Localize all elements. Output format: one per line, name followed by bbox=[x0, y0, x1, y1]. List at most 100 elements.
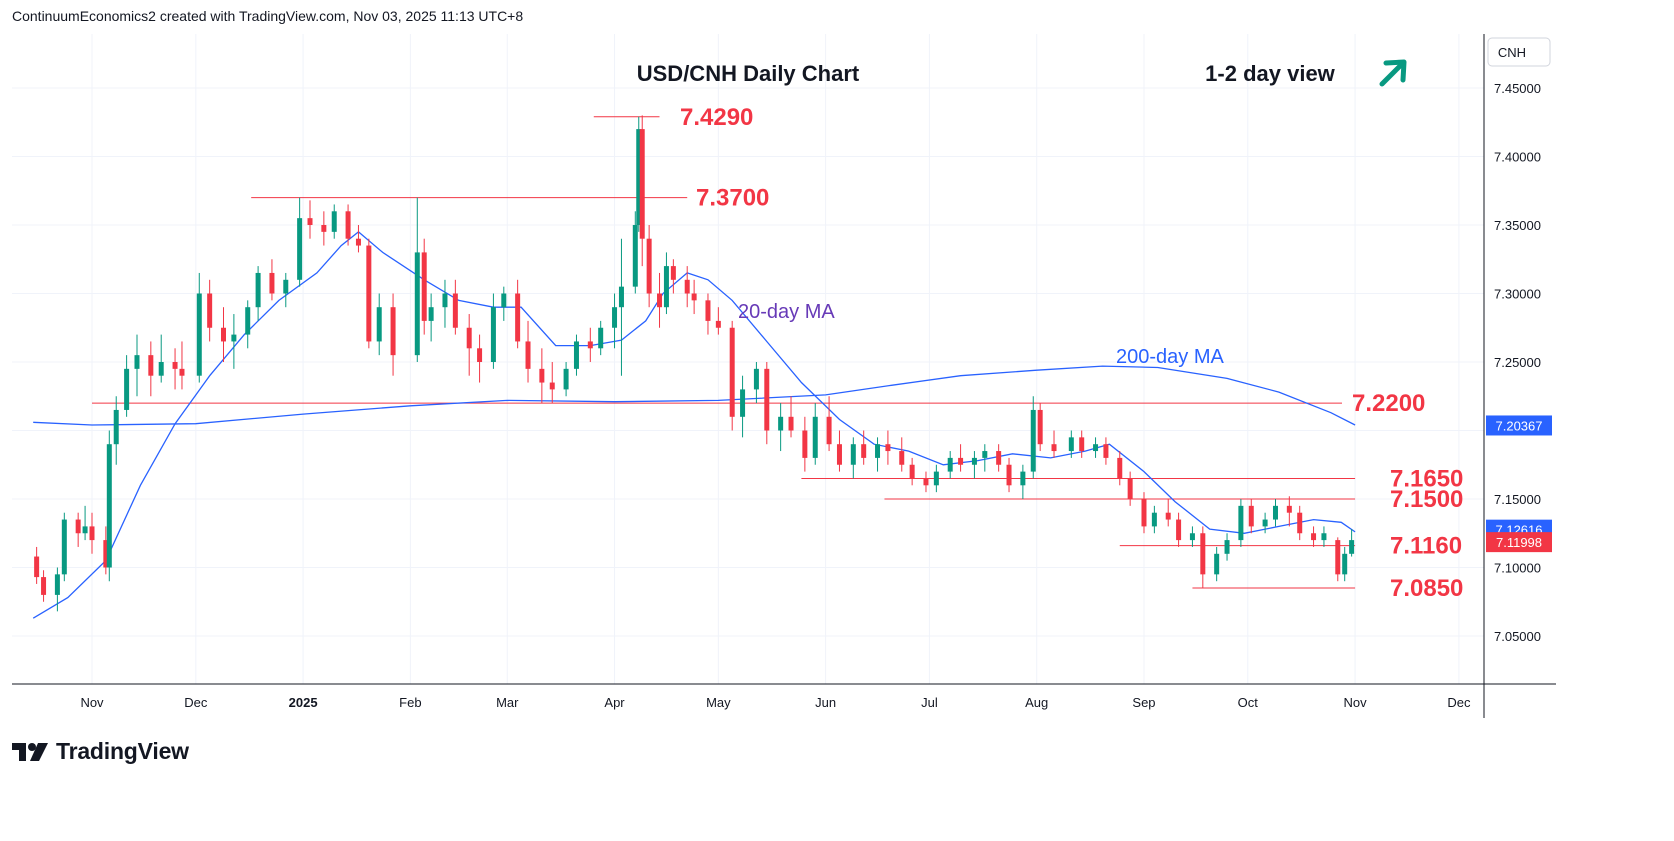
candle-body bbox=[587, 341, 593, 349]
candle-body bbox=[297, 218, 303, 280]
candle bbox=[158, 334, 164, 383]
y-tick-label: 7.40000 bbox=[1494, 150, 1541, 165]
candle bbox=[75, 512, 81, 547]
candle bbox=[428, 293, 434, 342]
candle bbox=[1342, 546, 1348, 582]
ma200-label: 200-day MA bbox=[1116, 346, 1224, 368]
candle-body bbox=[1311, 533, 1317, 541]
candle bbox=[331, 204, 337, 239]
ma20-label: 20-day MA bbox=[738, 301, 835, 323]
candle-body bbox=[75, 519, 81, 534]
y-tick-label: 7.10000 bbox=[1494, 561, 1541, 576]
tradingview-logo[interactable]: TradingView bbox=[12, 738, 189, 765]
candle-body bbox=[103, 540, 109, 568]
candle-body bbox=[646, 238, 652, 294]
x-tick-label: 2025 bbox=[289, 695, 318, 710]
candle-body bbox=[875, 444, 881, 458]
candle-body bbox=[134, 355, 140, 369]
candle bbox=[283, 272, 289, 308]
level-label: 7.4290 bbox=[680, 104, 753, 131]
candle-body bbox=[525, 341, 531, 369]
candle bbox=[1176, 512, 1182, 547]
candle-body bbox=[1335, 540, 1341, 575]
candle-body bbox=[812, 416, 818, 458]
level-label: 7.1650 bbox=[1390, 465, 1463, 492]
candle bbox=[442, 279, 448, 328]
candle-body bbox=[428, 307, 434, 321]
candle bbox=[220, 307, 226, 362]
candle-body bbox=[539, 368, 545, 383]
candle bbox=[490, 293, 496, 369]
candle-body bbox=[598, 327, 604, 349]
candle-body bbox=[573, 341, 579, 369]
candle-body bbox=[632, 225, 638, 287]
candle bbox=[958, 444, 964, 472]
candle bbox=[802, 416, 808, 472]
candle-body bbox=[82, 526, 88, 534]
candle-body bbox=[1165, 512, 1171, 520]
candle-body bbox=[89, 526, 95, 541]
x-tick-label: Oct bbox=[1238, 695, 1259, 710]
candle-body bbox=[61, 519, 67, 575]
candle-body bbox=[1286, 505, 1292, 513]
candle-body bbox=[1068, 437, 1074, 452]
time-axis[interactable]: Nov Dec 2025 Feb Mar Apr May Jun Jul Aug Sep Oct Nov… bbox=[80, 695, 1471, 710]
candle bbox=[297, 197, 303, 287]
candle-body bbox=[366, 245, 372, 342]
currency-badge-label: CNH bbox=[1498, 45, 1526, 60]
candle-body bbox=[1051, 444, 1057, 452]
candle bbox=[909, 457, 915, 486]
candle-body bbox=[1006, 464, 1012, 486]
candle-body bbox=[172, 362, 178, 369]
candle bbox=[705, 293, 711, 335]
candle-body bbox=[1176, 519, 1182, 541]
candle-body bbox=[740, 389, 746, 417]
candle bbox=[663, 252, 669, 315]
candle bbox=[89, 512, 95, 554]
candle bbox=[148, 341, 154, 397]
candle bbox=[1127, 471, 1133, 506]
candle-body bbox=[764, 368, 770, 431]
up-right-arrow-icon bbox=[1379, 59, 1407, 87]
candle-body bbox=[124, 368, 130, 410]
candle bbox=[1238, 499, 1244, 547]
candle-body bbox=[442, 293, 448, 308]
x-tick-label: Mar bbox=[496, 695, 519, 710]
candle bbox=[1200, 526, 1206, 589]
candle bbox=[196, 272, 202, 383]
candle bbox=[691, 279, 697, 315]
candle-body bbox=[670, 266, 676, 280]
price-axis[interactable]: 7.45000 7.40000 7.35000 7.30000 7.25000 7.150… bbox=[1494, 81, 1541, 644]
candle bbox=[207, 279, 213, 342]
candle bbox=[41, 570, 47, 602]
candle bbox=[1286, 496, 1292, 527]
y-tick-label: 7.25000 bbox=[1494, 355, 1541, 370]
candle bbox=[778, 403, 784, 452]
candle-body bbox=[899, 451, 905, 465]
chart-header: ContinuumEconomics2 created with Trading… bbox=[12, 8, 524, 24]
candle-body bbox=[196, 293, 202, 376]
candle bbox=[269, 259, 275, 301]
candle-body bbox=[639, 129, 645, 239]
candle-body bbox=[1321, 533, 1327, 541]
chart-grid bbox=[12, 34, 1484, 684]
ma200-price-tag-text: 7.20367 bbox=[1496, 418, 1543, 433]
candle-body bbox=[466, 327, 472, 349]
candle-body bbox=[788, 416, 794, 431]
candle bbox=[525, 320, 531, 383]
candle-body bbox=[321, 225, 327, 232]
candle bbox=[618, 238, 624, 376]
candle bbox=[124, 355, 130, 417]
candle bbox=[1141, 492, 1147, 534]
candle-body bbox=[996, 451, 1002, 465]
candle-body bbox=[753, 368, 759, 390]
x-tick-label: Dec bbox=[184, 695, 208, 710]
candle-body bbox=[958, 457, 964, 465]
tradingview-logo-icon bbox=[12, 742, 48, 761]
candles bbox=[34, 115, 1355, 612]
candle bbox=[1037, 403, 1043, 452]
y-tick-label: 7.15000 bbox=[1494, 492, 1541, 507]
currency-badge[interactable] bbox=[1487, 37, 1551, 67]
